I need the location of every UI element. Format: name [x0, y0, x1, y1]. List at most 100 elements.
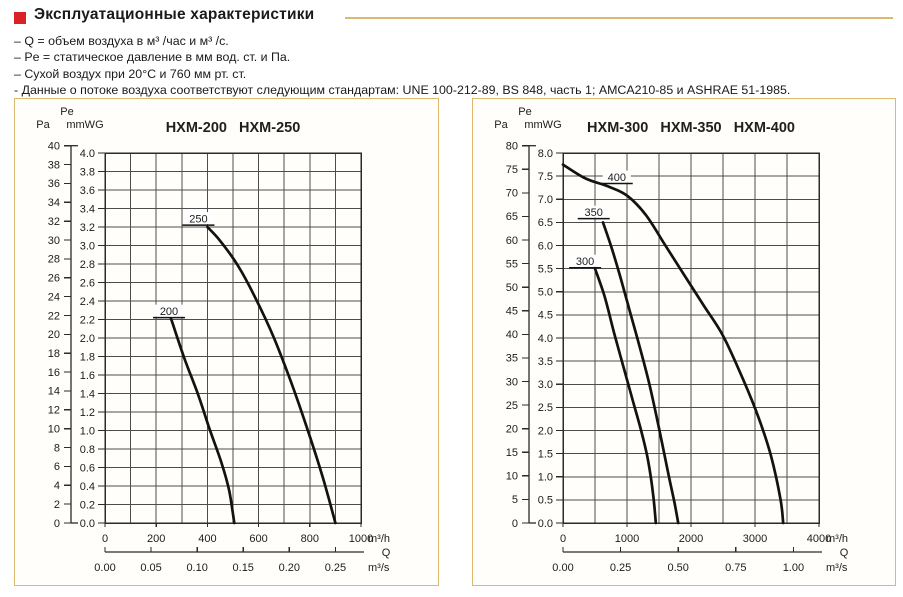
- svg-text:2.0: 2.0: [538, 425, 553, 437]
- svg-text:HXM-200 HXM-250: HXM-200 HXM-250: [166, 120, 301, 136]
- svg-text:3.4: 3.4: [80, 203, 95, 215]
- svg-text:2.6: 2.6: [80, 277, 95, 289]
- svg-text:0.8: 0.8: [80, 444, 95, 456]
- svg-text:8: 8: [54, 442, 60, 454]
- svg-text:Pa: Pa: [494, 119, 508, 131]
- svg-text:15: 15: [506, 447, 518, 459]
- svg-text:Q: Q: [382, 547, 391, 559]
- svg-text:55: 55: [506, 258, 518, 270]
- svg-text:0: 0: [560, 533, 566, 545]
- svg-text:0.4: 0.4: [80, 481, 95, 493]
- svg-text:7.5: 7.5: [538, 171, 553, 183]
- svg-text:18: 18: [48, 348, 60, 360]
- page-title: Эксплуатационные характеристики: [34, 6, 315, 23]
- svg-text:0.15: 0.15: [233, 562, 254, 574]
- curve-250: [206, 225, 337, 525]
- svg-text:1.0: 1.0: [538, 472, 553, 484]
- svg-text:2.5: 2.5: [538, 402, 553, 414]
- svg-text:1.5: 1.5: [538, 448, 553, 460]
- notes-list: – Q = объем воздуха в м³ /час и м³ /с. –…: [14, 33, 790, 98]
- header-rule: [345, 17, 893, 19]
- svg-text:5.5: 5.5: [538, 263, 553, 275]
- svg-text:1.00: 1.00: [783, 562, 804, 574]
- red-square-icon: [14, 12, 26, 24]
- svg-text:m³/s: m³/s: [368, 562, 390, 574]
- svg-text:Pe: Pe: [60, 106, 73, 118]
- svg-text:m³/h: m³/h: [368, 533, 390, 545]
- svg-text:2000: 2000: [679, 533, 703, 545]
- svg-text:20: 20: [48, 329, 60, 341]
- svg-text:0.50: 0.50: [667, 562, 688, 574]
- svg-text:0.6: 0.6: [80, 462, 95, 474]
- note-standards: - Данные о потоке воздуха соответствуют …: [14, 82, 791, 97]
- svg-text:HXM-300 HXM-350 HXM-400: HXM-300 HXM-350 HXM-400: [587, 120, 795, 136]
- performance-chart-hxm-200-250: 0.0 0.2 0.4 0.6 0.8 1.0 1.2 1.4 1.6 1.8 2.0 2.2 2.4 2…: [36, 106, 391, 574]
- curve-label-200: 200: [160, 306, 178, 318]
- svg-text:400: 400: [198, 533, 216, 545]
- curve-300: [593, 267, 658, 525]
- svg-text:600: 600: [249, 533, 267, 545]
- svg-text:Q: Q: [840, 547, 849, 559]
- svg-text:4.5: 4.5: [538, 310, 553, 322]
- svg-text:0.0: 0.0: [538, 518, 553, 530]
- svg-text:1.2: 1.2: [80, 407, 95, 419]
- svg-text:20: 20: [506, 423, 518, 435]
- svg-text:14: 14: [48, 386, 60, 398]
- svg-text:1.6: 1.6: [80, 370, 95, 382]
- svg-text:0: 0: [54, 518, 60, 530]
- curve-400: [561, 163, 785, 525]
- svg-text:1.0: 1.0: [80, 425, 95, 437]
- svg-text:16: 16: [48, 367, 60, 379]
- svg-text:0.05: 0.05: [140, 562, 161, 574]
- svg-text:5.0: 5.0: [538, 287, 553, 299]
- svg-text:3.6: 3.6: [80, 185, 95, 197]
- svg-text:0: 0: [102, 533, 108, 545]
- svg-text:2.4: 2.4: [80, 296, 95, 308]
- svg-text:1000: 1000: [615, 533, 639, 545]
- svg-text:30: 30: [506, 376, 518, 388]
- svg-text:0.0: 0.0: [80, 518, 95, 530]
- svg-text:Pe: Pe: [518, 106, 531, 118]
- svg-text:45: 45: [506, 306, 518, 318]
- svg-text:22: 22: [48, 310, 60, 322]
- svg-text:1000: 1000: [349, 533, 373, 545]
- curve-350: [601, 221, 680, 525]
- svg-text:3.5: 3.5: [538, 356, 553, 368]
- curve-200: [169, 317, 236, 525]
- svg-text:0.2: 0.2: [80, 499, 95, 511]
- svg-text:3000: 3000: [743, 533, 767, 545]
- svg-text:0.25: 0.25: [610, 562, 631, 574]
- svg-text:m³/s: m³/s: [826, 562, 848, 574]
- svg-text:0.25: 0.25: [325, 562, 346, 574]
- curve-label-250: 250: [189, 214, 207, 226]
- chart-panel-hxm-300-350-400: 0.0 0.5 1.0 1.5 2.0 2.5 3.0 3.5 4.0 4.5 5.0 5.5 6.0 6…: [472, 98, 896, 586]
- svg-text:40: 40: [48, 141, 60, 153]
- svg-text:6.0: 6.0: [538, 240, 553, 252]
- svg-text:4.0: 4.0: [538, 333, 553, 345]
- svg-text:26: 26: [48, 273, 60, 285]
- svg-text:10: 10: [506, 471, 518, 483]
- svg-text:1.8: 1.8: [80, 351, 95, 363]
- svg-text:10: 10: [48, 423, 60, 435]
- svg-text:7.0: 7.0: [538, 194, 553, 206]
- svg-text:3.2: 3.2: [80, 222, 95, 234]
- svg-text:8.0: 8.0: [538, 148, 553, 160]
- svg-text:80: 80: [506, 141, 518, 153]
- svg-text:6.5: 6.5: [538, 217, 553, 229]
- svg-text:25: 25: [506, 400, 518, 412]
- svg-text:50: 50: [506, 282, 518, 294]
- svg-text:60: 60: [506, 235, 518, 247]
- svg-text:1.4: 1.4: [80, 388, 95, 400]
- svg-text:35: 35: [506, 353, 518, 365]
- svg-text:0.20: 0.20: [279, 562, 300, 574]
- svg-text:40: 40: [506, 329, 518, 341]
- svg-text:3.0: 3.0: [538, 379, 553, 391]
- svg-text:2.2: 2.2: [80, 314, 95, 326]
- svg-text:0.75: 0.75: [725, 562, 746, 574]
- svg-text:65: 65: [506, 211, 518, 223]
- note-pe-definition: – Pe = статическое давление в мм вод. ст…: [14, 50, 291, 65]
- svg-text:2.8: 2.8: [80, 259, 95, 271]
- svg-text:3.0: 3.0: [80, 240, 95, 252]
- svg-text:0.5: 0.5: [538, 495, 553, 507]
